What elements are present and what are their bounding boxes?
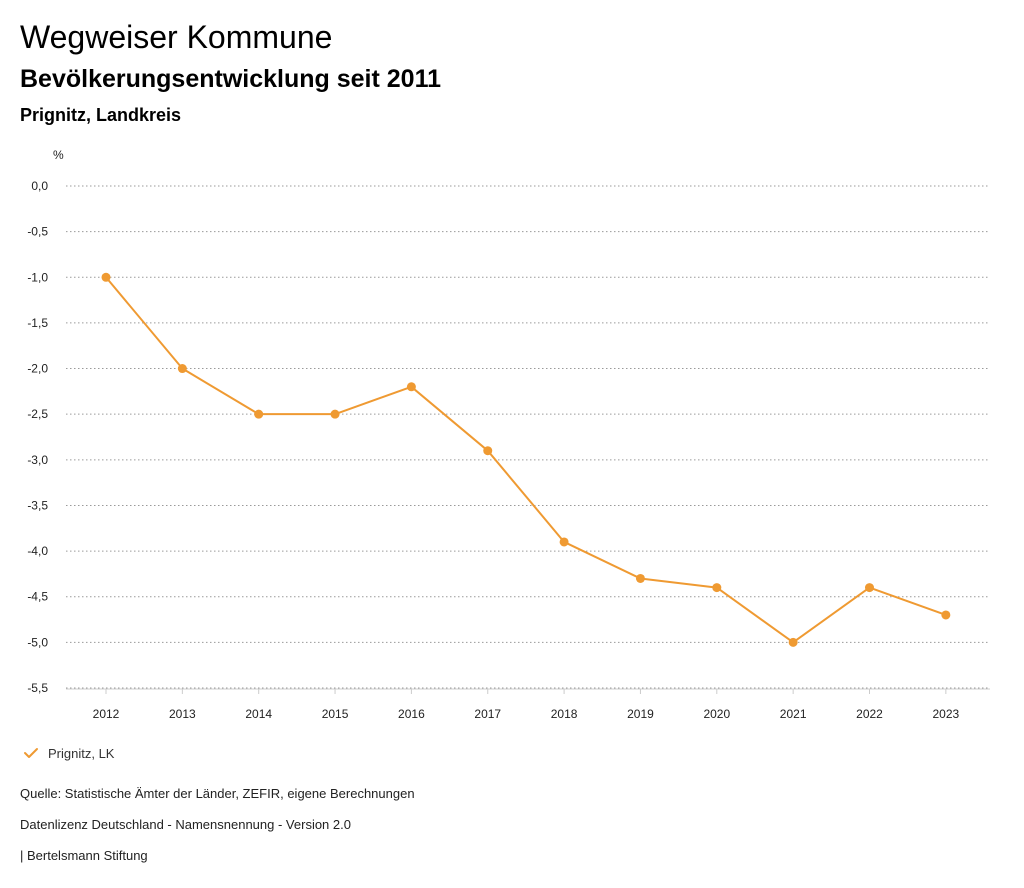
data-point[interactable] (635, 573, 645, 583)
data-point[interactable] (254, 409, 264, 419)
region-label: Prignitz, Landkreis (20, 105, 182, 125)
x-tick-label: 2019 (627, 707, 654, 721)
x-tick-label: 2014 (245, 707, 272, 721)
gridlines (66, 185, 990, 689)
line-chart: 0,0 -0,5 -1,0 -1,5 -2,0 -2,5 -3,0 -3,5 -4,0 -4,5 -… (0, 140, 1024, 730)
series-line (105, 276, 947, 644)
data-point[interactable] (712, 583, 722, 593)
y-tick-label: -0,5 (27, 225, 48, 239)
y-axis: 0,0 -0,5 -1,0 -1,5 -2,0 -2,5 -3,0 -3,5 -4,0 -4,5 -… (27, 179, 48, 695)
x-tick-label: 2017 (474, 707, 501, 721)
y-tick-label: -2,0 (27, 362, 48, 376)
chart-svg: 0,0 -0,5 -1,0 -1,5 -2,0 -2,5 -3,0 -3,5 -4,0 -4,5 -… (27, 148, 990, 721)
y-tick-label: -3,0 (27, 453, 48, 467)
y-tick-label: -1,0 (27, 270, 48, 284)
data-point[interactable] (788, 637, 798, 647)
y-tick-label: -4,5 (27, 590, 48, 604)
x-tick-label: 2012 (93, 707, 120, 721)
x-tick-label: 2021 (780, 707, 807, 721)
y-tick-label: 0,0 (31, 179, 48, 193)
data-point[interactable] (483, 446, 493, 456)
license-note: Datenlizenz Deutschland - Namensnennung … (20, 817, 351, 832)
x-tick-label: 2015 (322, 707, 349, 721)
brand-note: | Bertelsmann Stiftung (20, 848, 148, 863)
y-axis-unit-label: % (53, 148, 64, 162)
chart-legend[interactable]: Prignitz, LK (22, 744, 114, 762)
data-point[interactable] (941, 610, 951, 620)
data-point[interactable] (177, 364, 187, 374)
data-point[interactable] (330, 409, 340, 419)
x-tick-label: 2013 (169, 707, 196, 721)
x-axis: 2012 2013 2014 2015 2016 2017 2018 2019 2020 2021… (66, 688, 990, 721)
x-tick-label: 2016 (398, 707, 425, 721)
y-tick-label: -5,5 (27, 681, 48, 695)
y-tick-label: -1,5 (27, 316, 48, 330)
x-tick-label: 2020 (703, 707, 730, 721)
y-tick-label: -3,5 (27, 498, 48, 512)
series-prignitz (101, 272, 951, 647)
data-point[interactable] (101, 272, 111, 282)
check-icon (24, 748, 38, 758)
y-tick-label: -4,0 (27, 544, 48, 558)
chart-subtitle: Bevölkerungsentwicklung seit 2011 (20, 65, 441, 93)
page-title: Wegweiser Kommune (20, 19, 333, 55)
y-tick-label: -5,0 (27, 635, 48, 649)
y-tick-label: -2,5 (27, 407, 48, 421)
legend-label: Prignitz, LK (48, 745, 115, 761)
source-note: Quelle: Statistische Ämter der Länder, Z… (20, 786, 415, 801)
x-tick-label: 2023 (932, 707, 959, 721)
data-point[interactable] (865, 583, 874, 593)
x-tick-label: 2018 (551, 707, 578, 721)
x-tick-label: 2022 (856, 707, 883, 721)
data-point[interactable] (559, 537, 569, 547)
data-point[interactable] (406, 382, 416, 392)
